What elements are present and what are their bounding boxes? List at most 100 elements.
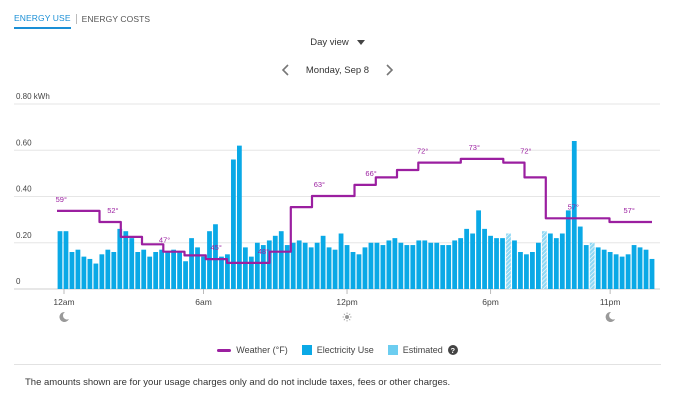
usage-bar[interactable] [290,242,296,289]
usage-bar[interactable] [105,249,111,289]
usage-bar[interactable] [332,249,338,289]
usage-bar[interactable] [416,240,422,289]
usage-bar[interactable] [577,226,583,289]
usage-bar[interactable] [153,252,159,289]
usage-bar[interactable] [63,231,69,289]
usage-bar[interactable] [386,240,392,289]
usage-bar[interactable] [213,224,218,289]
legend-estimated[interactable]: Estimated ? [387,345,458,355]
usage-bar[interactable] [488,235,493,289]
usage-bar[interactable] [464,228,470,290]
usage-bar[interactable] [536,242,541,289]
usage-bar[interactable] [129,238,135,290]
usage-bar[interactable] [177,252,182,289]
usage-bar[interactable] [374,242,380,289]
usage-bar[interactable] [248,256,254,290]
usage-bar[interactable] [494,238,499,290]
usage-bar[interactable] [272,235,278,289]
usage-bar[interactable] [225,254,230,289]
usage-bar[interactable] [362,247,368,290]
usage-bar[interactable] [601,249,607,289]
usage-bar[interactable] [189,238,194,290]
usage-bar[interactable] [631,245,637,289]
usage-bar[interactable] [242,247,248,290]
usage-bar[interactable] [87,258,93,289]
usage-bar[interactable] [380,245,386,289]
usage-bar[interactable] [559,233,565,290]
usage-bar[interactable] [81,256,87,290]
estimated-bar[interactable] [541,231,547,289]
usage-bar[interactable] [434,242,440,289]
usage-bar[interactable] [583,245,589,289]
usage-bar[interactable] [530,252,535,289]
usage-bar[interactable] [458,238,464,290]
usage-bar[interactable] [625,254,631,289]
usage-bar[interactable] [93,263,99,289]
usage-bar[interactable] [637,247,643,290]
usage-bar[interactable] [260,245,266,289]
usage-bar[interactable] [643,249,649,289]
usage-bar[interactable] [518,252,523,289]
usage-bar[interactable] [284,245,290,289]
usage-bar[interactable] [619,256,625,290]
usage-bar[interactable] [595,247,601,290]
usage-bar[interactable] [446,245,452,289]
usage-bar[interactable] [565,210,571,290]
usage-bar[interactable] [410,245,416,289]
usage-bar[interactable] [392,238,398,290]
usage-bar[interactable] [524,254,529,289]
usage-bar[interactable] [553,238,559,290]
tab-energy-costs[interactable]: ENERGY COSTS [81,14,151,24]
view-selector-dropdown[interactable]: Day view [310,37,365,48]
usage-bar[interactable] [195,247,200,290]
usage-bar[interactable] [159,249,165,289]
usage-bar[interactable] [613,254,619,289]
usage-bar[interactable] [201,256,206,290]
usage-bar[interactable] [476,210,481,290]
usage-bar[interactable] [69,252,75,289]
usage-bar[interactable] [314,242,320,289]
usage-bar[interactable] [135,252,141,289]
usage-bar[interactable] [254,242,260,289]
usage-bar[interactable] [111,252,117,289]
usage-bar[interactable] [141,249,147,289]
usage-bar[interactable] [350,252,356,289]
usage-bar[interactable] [165,252,171,289]
chevron-left-icon[interactable] [278,62,294,78]
usage-bar[interactable] [183,261,188,289]
usage-bar[interactable] [422,240,428,289]
usage-bar[interactable] [500,238,505,290]
usage-bar[interactable] [547,233,553,290]
usage-bar[interactable] [320,235,326,289]
usage-bar[interactable] [278,231,284,289]
usage-bar[interactable] [470,233,475,290]
usage-bar[interactable] [440,245,446,289]
usage-bar[interactable] [344,245,350,289]
legend-electricity[interactable]: Electricity Use [301,345,374,355]
usage-bar[interactable] [482,228,487,290]
usage-bar[interactable] [237,145,242,289]
usage-bar[interactable] [123,231,129,289]
usage-bar[interactable] [302,242,308,289]
usage-bar[interactable] [57,231,63,289]
usage-bar[interactable] [219,256,224,290]
usage-bar[interactable] [428,242,434,289]
usage-bar[interactable] [512,240,517,289]
usage-bar[interactable] [571,141,577,289]
usage-bar[interactable] [231,159,236,290]
legend-weather[interactable]: Weather (°F) [217,345,288,355]
usage-bar[interactable] [75,249,81,289]
usage-bar[interactable] [147,256,153,290]
usage-bar[interactable] [649,258,655,289]
estimated-bar[interactable] [589,242,595,289]
usage-bar[interactable] [452,240,458,289]
usage-bar[interactable] [266,240,272,289]
usage-bar[interactable] [404,245,410,289]
usage-bar[interactable] [326,247,332,290]
usage-bar[interactable] [117,228,123,290]
usage-bar[interactable] [296,240,302,289]
tab-energy-use[interactable]: ENERGY USE [14,13,71,29]
usage-bar[interactable] [356,254,362,289]
usage-bar[interactable] [99,254,105,289]
usage-bar[interactable] [171,249,176,289]
